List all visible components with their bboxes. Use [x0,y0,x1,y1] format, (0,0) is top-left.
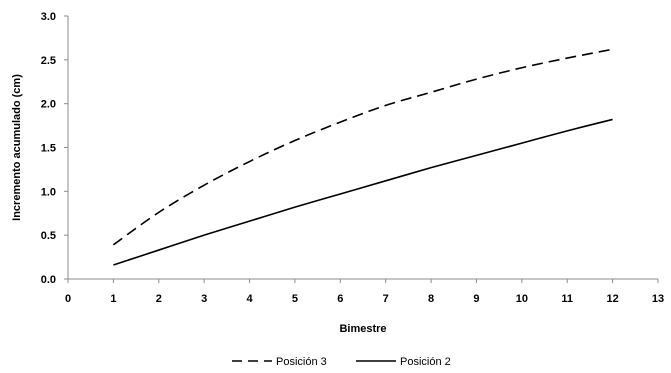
series-line-1 [112,48,613,246]
x-tick-label: 6 [337,293,343,305]
x-tick-label: 0 [65,293,71,305]
y-tick-label: 3.0 [41,11,56,23]
x-tick-label: 9 [473,293,479,305]
x-tick-label: 7 [383,293,389,305]
chart-legend: Posición 3 Posición 2 [232,356,451,368]
x-tick-label: 3 [201,293,207,305]
chart-axes: 0.00.51.01.52.02.53.00 1 2 3 4 5 6 7 8 9 10 11 12 13 [41,11,664,305]
y-tick-label: 1.0 [41,186,56,198]
y-tick-label: 2.0 [41,99,56,111]
x-tick-label: 4 [246,293,253,305]
y-tick-label: 0.5 [41,230,56,242]
y-axis-title: Incremento acumulado (cm) [11,74,23,221]
chart-series [112,48,613,266]
series-line-2 [113,118,613,266]
y-tick-label: 1.5 [41,143,56,155]
x-tick-label: 2 [156,293,162,305]
x-tick-label: 11 [561,293,573,305]
legend-label-2: Posición 2 [400,356,451,368]
x-tick-label: 10 [516,293,528,305]
x-tick-label: 1 [110,293,116,305]
x-tick-label: 5 [292,293,298,305]
legend-label-1: Posición 3 [276,356,327,368]
x-tick-label: 13 [652,293,664,305]
y-tick-label: 0.0 [41,274,56,286]
x-tick-label: 8 [428,293,434,305]
y-tick-label: 2.5 [41,55,56,67]
x-tick-label: 12 [606,293,618,305]
x-axis-title: Bimestre [339,323,386,335]
